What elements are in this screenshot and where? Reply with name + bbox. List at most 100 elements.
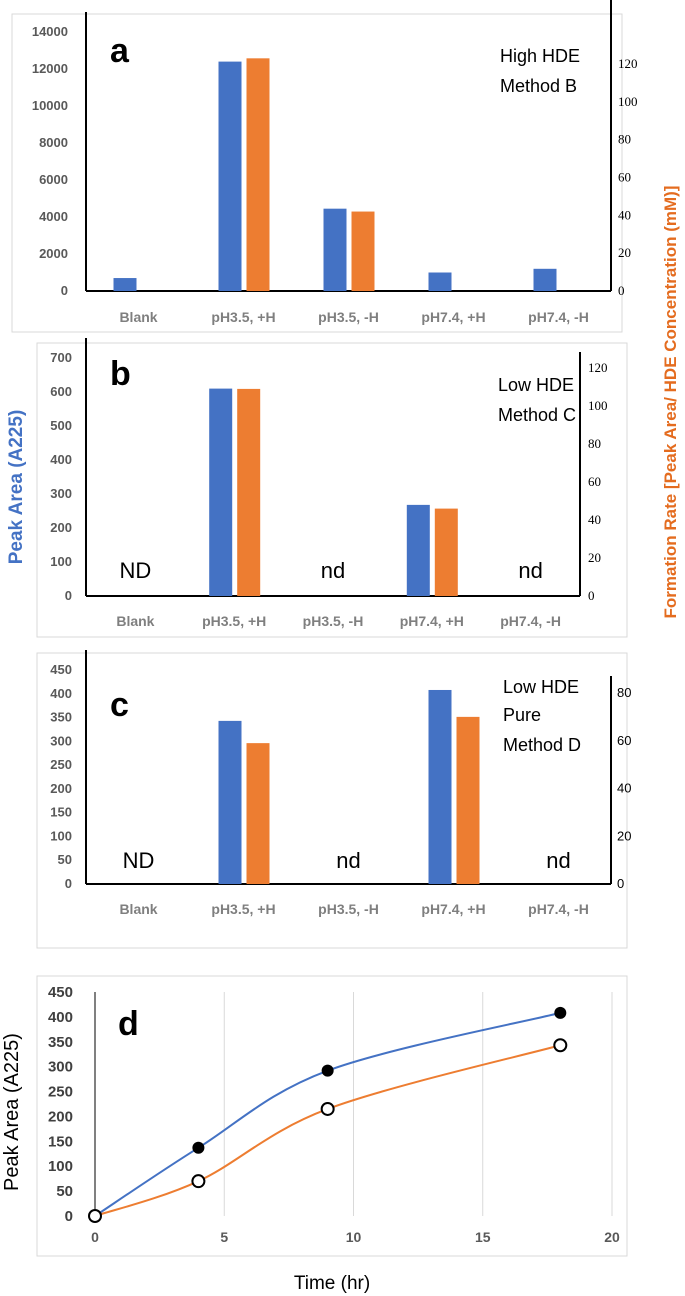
y-tick-label: 50	[56, 1183, 73, 1200]
not-detected-label: nd	[546, 848, 570, 873]
x-tick-label: 15	[475, 1229, 491, 1245]
y-tick-label: 100	[48, 1158, 73, 1175]
y-tick-label: 150	[48, 1133, 73, 1150]
category-label: pH3.5, +H	[202, 613, 266, 629]
bar-formation-rate	[246, 58, 270, 292]
category-label: pH7.4, +H	[421, 901, 485, 917]
bar-peak-area	[113, 278, 137, 291]
left-tick-label: 4000	[39, 209, 68, 224]
right-tick-label: 120	[588, 360, 608, 375]
data-point	[553, 1038, 568, 1053]
bar-formation-rate	[351, 211, 375, 291]
not-detected-label: nd	[518, 558, 542, 583]
left-tick-label: 600	[50, 384, 72, 399]
left-tick-label: 300	[50, 486, 72, 501]
panel-letter: c	[110, 686, 129, 724]
category-label: pH7.4, -H	[500, 613, 561, 629]
right-tick-label: 60	[618, 170, 631, 185]
panel-letter: b	[110, 355, 131, 393]
series-line	[94, 1044, 561, 1217]
left-tick-label: 100	[50, 828, 72, 843]
right-axis-label: Formation Rate [Peak Area/ HDE Concentra…	[661, 186, 680, 619]
right-tick-label: 40	[617, 781, 631, 796]
left-tick-label: 700	[50, 350, 72, 365]
left-tick-label: 100	[50, 554, 72, 569]
data-point	[320, 1101, 335, 1116]
panel-note: Method D	[503, 735, 581, 755]
data-point	[88, 1209, 102, 1223]
bar-peak-area	[209, 388, 233, 596]
x-tick-label: 20	[604, 1229, 620, 1245]
bar-formation-rate	[237, 388, 261, 596]
series-line	[94, 1011, 561, 1217]
x-tick-label: 5	[220, 1229, 228, 1245]
bar-peak-area	[428, 689, 452, 884]
left-tick-label: 0	[65, 588, 72, 603]
panel-letter: d	[118, 1005, 139, 1043]
category-label: pH3.5, -H	[318, 901, 379, 917]
left-tick-label: 200	[50, 781, 72, 796]
category-label: Blank	[119, 309, 157, 325]
right-tick-label: 20	[617, 828, 631, 843]
left-tick-label: 450	[50, 662, 72, 677]
x-tick-label: 10	[346, 1229, 362, 1245]
x-axis-label: Time (hr)	[294, 1273, 370, 1294]
right-tick-label: 100	[588, 398, 608, 413]
panel-note: Pure	[503, 705, 541, 725]
panel-letter: a	[110, 32, 130, 70]
panel-c-frame	[36, 652, 628, 949]
left-tick-label: 10000	[32, 98, 68, 113]
left-tick-label: 50	[58, 852, 72, 867]
data-point	[191, 1174, 206, 1189]
right-tick-label: 60	[588, 474, 601, 489]
panel-d: 0 5 10 15 20050100150200250300350400450dTime…	[1, 984, 620, 1294]
panel-b: 0 100 200 300 400 500 600 700 0 20 40 60 80 100 120 Bla…	[50, 338, 608, 629]
y-tick-label: 350	[48, 1034, 73, 1051]
right-tick-label: 0	[618, 283, 625, 298]
left-tick-label: 400	[50, 686, 72, 701]
category-label: pH3.5, +H	[211, 901, 275, 917]
bar-peak-area	[218, 720, 242, 884]
left-tick-label: 500	[50, 418, 72, 433]
left-tick-label: 400	[50, 452, 72, 467]
left-tick-label: 0	[65, 876, 72, 891]
bar-peak-area	[428, 272, 452, 291]
left-tick-label: 150	[50, 805, 72, 820]
category-label: pH7.4, -H	[528, 309, 589, 325]
right-tick-label: 0	[588, 588, 595, 603]
category-label: Blank	[116, 613, 154, 629]
y-tick-label: 0	[65, 1208, 73, 1225]
panel-c: 0 50 100 150 200 250 300 350 400 450 0 20 40 60 80 Blan…	[50, 650, 631, 917]
category-label: pH7.4, +H	[421, 309, 485, 325]
right-tick-label: 80	[618, 132, 631, 147]
right-tick-label: 80	[617, 685, 631, 700]
panel-note: Low HDE	[498, 375, 574, 395]
right-tick-label: 40	[588, 512, 601, 527]
bar-peak-area	[533, 268, 557, 291]
y-tick-label: 400	[48, 1009, 73, 1026]
y-tick-label: 300	[48, 1059, 73, 1076]
left-tick-label: 12000	[32, 61, 68, 76]
x-tick-label: 0	[91, 1229, 99, 1245]
bar-formation-rate	[434, 508, 458, 596]
category-label: pH3.5, -H	[318, 309, 379, 325]
not-detected-label: ND	[120, 558, 152, 583]
bar-peak-area	[406, 504, 430, 596]
left-tick-label: 2000	[39, 246, 68, 261]
y-tick-label: 450	[48, 984, 73, 1001]
category-label: pH7.4, +H	[400, 613, 464, 629]
panel-b-frame	[36, 342, 628, 638]
bar-peak-area	[218, 61, 242, 291]
left-tick-label: 250	[50, 757, 72, 772]
y-tick-label: 200	[48, 1108, 73, 1125]
right-tick-label: 40	[618, 207, 631, 222]
data-point	[321, 1064, 334, 1077]
right-tick-label: 80	[588, 436, 601, 451]
y-tick-label: 250	[48, 1084, 73, 1101]
category-label: Blank	[119, 901, 157, 917]
not-detected-label: nd	[321, 558, 345, 583]
panel-note: Low HDE	[503, 677, 579, 697]
left-tick-label: 350	[50, 710, 72, 725]
left-tick-label: 8000	[39, 135, 68, 150]
